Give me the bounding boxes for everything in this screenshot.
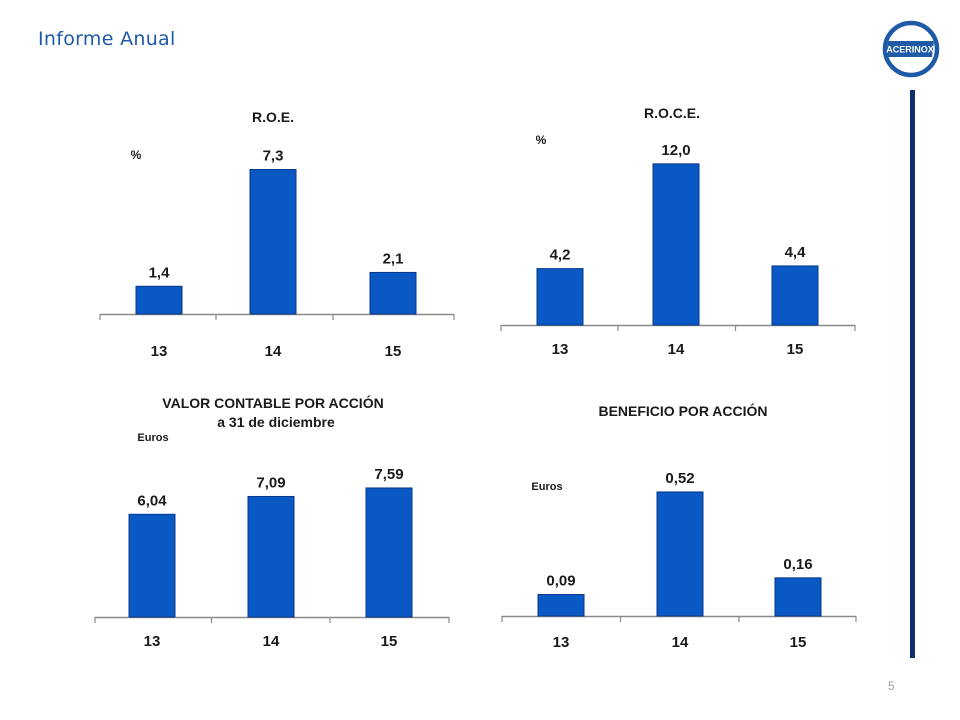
chart-unit: Euros: [137, 432, 168, 444]
acerinox-logo: ACERINOX: [882, 20, 940, 78]
x-tick-label: 15: [790, 634, 807, 651]
x-tick-label: 13: [144, 633, 161, 650]
bar-value-label: 2,1: [383, 250, 404, 267]
chart-roe: R.O.E. % 1,4 13 7,3 14 2,1 15: [99, 109, 455, 360]
bar: [369, 271, 417, 315]
bar-value-label: 7,3: [263, 148, 284, 165]
chart-unit: %: [536, 133, 547, 147]
bar: [771, 265, 819, 326]
side-rule: [910, 90, 915, 658]
chart-title: R.O.C.E.: [644, 105, 700, 121]
page-number: 5: [888, 679, 895, 693]
x-tick-label: 15: [385, 343, 402, 360]
bar: [135, 285, 183, 315]
x-tick-label: 14: [265, 343, 282, 360]
x-tick-label: 14: [668, 341, 685, 358]
x-tick-label: 13: [553, 634, 570, 651]
x-tick-label: 14: [672, 634, 689, 651]
chart-unit: Euros: [531, 481, 562, 493]
bar-value-label: 4,2: [550, 247, 571, 264]
x-tick-label: 15: [381, 633, 398, 650]
x-tick-label: 13: [552, 341, 569, 358]
bar-value-label: 6,04: [137, 492, 167, 509]
bar-value-label: 12,0: [661, 142, 690, 159]
bar-value-label: 7,09: [256, 474, 285, 491]
bar-value-label: 4,4: [785, 244, 807, 261]
x-tick-label: 15: [787, 341, 804, 358]
x-tick-label: 14: [263, 633, 280, 650]
chart-subtitle: a 31 de diciembre: [217, 414, 335, 430]
bar: [365, 487, 413, 618]
bar-value-label: 7,59: [374, 466, 403, 483]
chart-valor-contable: VALOR CONTABLE POR ACCIÓN a 31 de diciem…: [94, 394, 450, 650]
bar-value-label: 0,52: [665, 470, 694, 487]
x-tick-label: 13: [151, 343, 168, 360]
chart-title: VALOR CONTABLE POR ACCIÓN: [162, 394, 383, 411]
bar: [656, 491, 704, 617]
bar: [652, 163, 700, 326]
bar: [128, 513, 176, 618]
chart-unit: %: [131, 148, 142, 162]
chart-beneficio: BENEFICIO POR ACCIÓN Euros 0,09 13 0,52 14 0…: [501, 402, 857, 651]
bar: [537, 594, 585, 617]
chart-title: R.O.E.: [252, 109, 294, 125]
page-title: Informe Anual: [38, 28, 176, 50]
bar: [247, 495, 295, 618]
bar-value-label: 0,09: [546, 573, 575, 590]
chart-title: BENEFICIO POR ACCIÓN: [598, 402, 767, 419]
chart-roce: R.O.C.E. % 4,2 13 12,0 14 4,4 15: [500, 105, 856, 358]
bar: [249, 169, 297, 315]
logo-wordmark: ACERINOX: [886, 45, 934, 55]
bar-value-label: 1,4: [149, 264, 171, 281]
bar: [536, 268, 584, 326]
bar: [774, 577, 822, 617]
bar-value-label: 0,16: [783, 556, 812, 573]
